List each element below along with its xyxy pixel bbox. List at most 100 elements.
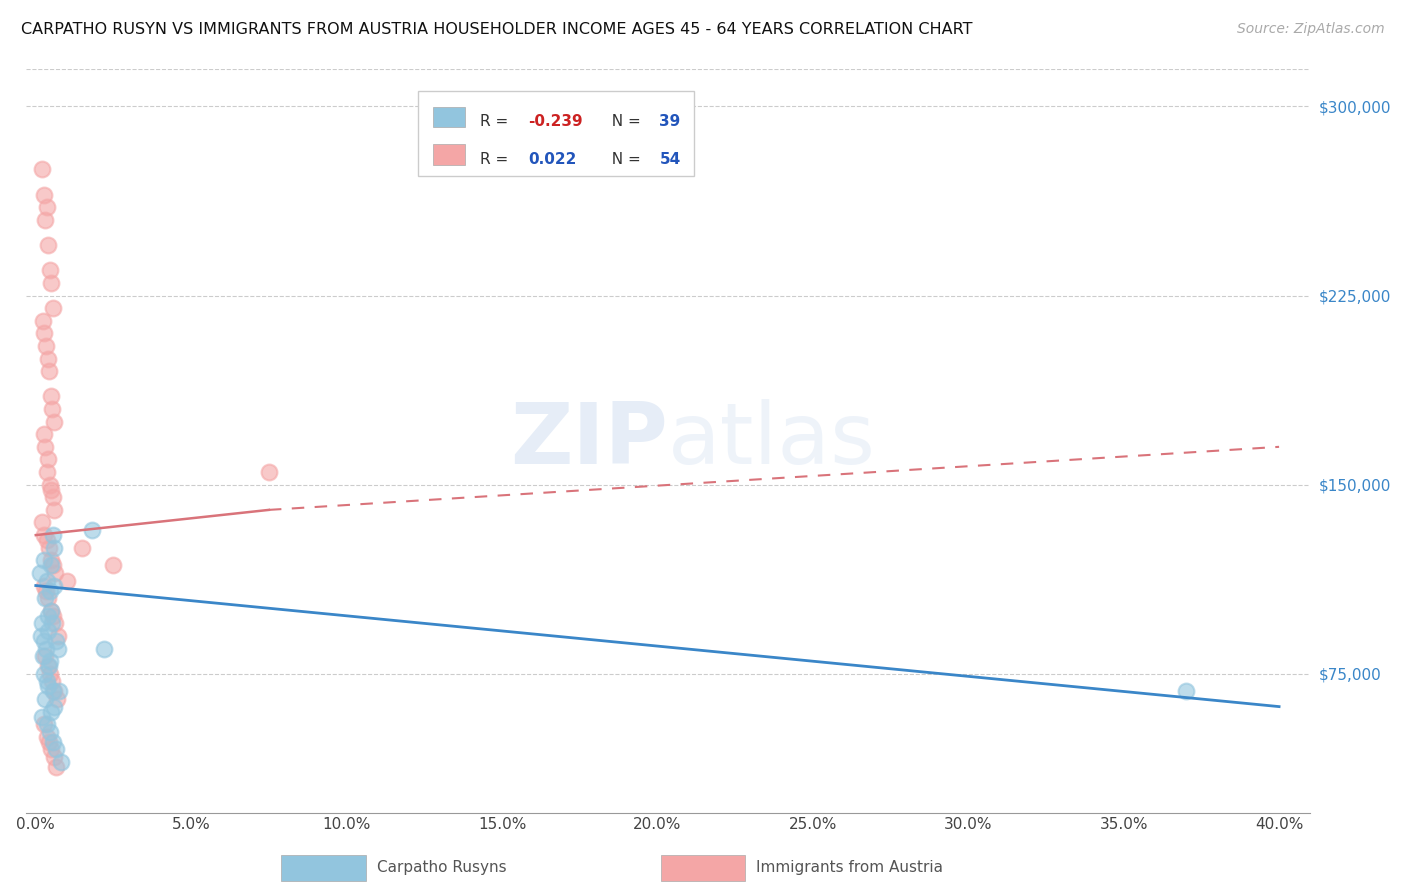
- Point: [37, 351, 59, 366]
- Point: [41, 276, 63, 290]
- Point: [37, 238, 59, 252]
- Text: Immigrants from Austria: Immigrants from Austria: [756, 860, 943, 874]
- Point: [32, 578, 55, 592]
- Text: Carpatho Rusyns: Carpatho Rusyns: [377, 860, 506, 874]
- Point: [46, 641, 69, 656]
- Point: [72, 541, 94, 555]
- Point: [38, 654, 60, 668]
- Point: [41, 674, 63, 689]
- Point: [42, 750, 65, 764]
- Point: [41, 558, 63, 573]
- Point: [34, 440, 56, 454]
- Point: [257, 465, 280, 479]
- Text: N =: N =: [602, 152, 645, 167]
- Point: [30, 629, 52, 643]
- Point: [42, 490, 65, 504]
- Point: [31, 314, 53, 328]
- Text: -0.239: -0.239: [529, 114, 583, 129]
- FancyBboxPatch shape: [418, 91, 695, 177]
- Text: R =: R =: [479, 114, 513, 129]
- Point: [35, 465, 58, 479]
- Point: [37, 680, 59, 694]
- Point: [37, 624, 59, 638]
- Text: R =: R =: [479, 152, 517, 167]
- Point: [42, 301, 65, 315]
- Point: [39, 389, 62, 403]
- Text: CARPATHO RUSYN VS IMMIGRANTS FROM AUSTRIA HOUSEHOLDER INCOME AGES 45 - 64 YEARS : CARPATHO RUSYN VS IMMIGRANTS FROM AUSTRI…: [21, 22, 973, 37]
- Point: [35, 339, 58, 353]
- Point: [34, 649, 56, 664]
- FancyBboxPatch shape: [433, 145, 465, 165]
- Point: [38, 659, 60, 673]
- Point: [35, 200, 58, 214]
- Point: [44, 699, 66, 714]
- Point: [30, 566, 52, 580]
- Point: [42, 684, 65, 698]
- Point: [45, 742, 67, 756]
- Point: [41, 742, 63, 756]
- Point: [39, 604, 62, 618]
- Point: [38, 477, 60, 491]
- Point: [48, 684, 70, 698]
- Point: [38, 541, 60, 555]
- Point: [44, 616, 66, 631]
- Point: [31, 616, 53, 631]
- Point: [45, 634, 67, 648]
- Point: [56, 574, 79, 588]
- Point: [31, 649, 53, 664]
- Point: [37, 591, 59, 606]
- Point: [37, 659, 59, 673]
- FancyBboxPatch shape: [433, 107, 465, 127]
- Point: [42, 558, 65, 573]
- Point: [34, 591, 56, 606]
- Point: [32, 553, 55, 567]
- Text: atlas: atlas: [668, 399, 876, 482]
- Point: [49, 755, 72, 769]
- Point: [38, 724, 60, 739]
- Point: [35, 574, 58, 588]
- Text: N =: N =: [602, 114, 645, 129]
- Point: [42, 578, 65, 592]
- Point: [35, 533, 58, 548]
- Text: 39: 39: [659, 114, 681, 129]
- Point: [34, 634, 56, 648]
- Point: [42, 528, 65, 542]
- Point: [35, 674, 58, 689]
- Point: [46, 629, 69, 643]
- Point: [31, 516, 53, 530]
- Point: [42, 735, 65, 749]
- Point: [35, 583, 58, 598]
- Point: [45, 692, 67, 706]
- Point: [80, 523, 103, 537]
- Text: ZIP: ZIP: [510, 399, 668, 482]
- Point: [38, 583, 60, 598]
- Point: [32, 666, 55, 681]
- Point: [35, 641, 58, 656]
- Text: Source: ZipAtlas.com: Source: ZipAtlas.com: [1237, 22, 1385, 37]
- Point: [41, 616, 63, 631]
- Point: [32, 187, 55, 202]
- Point: [41, 483, 63, 497]
- Point: [32, 717, 55, 731]
- Point: [34, 212, 56, 227]
- Point: [39, 553, 62, 567]
- Point: [93, 641, 115, 656]
- Point: [44, 684, 66, 698]
- Text: 54: 54: [659, 152, 681, 167]
- Point: [31, 709, 53, 723]
- Point: [37, 608, 59, 623]
- Text: 0.022: 0.022: [529, 152, 576, 167]
- Point: [31, 162, 53, 177]
- Point: [34, 528, 56, 542]
- Point: [37, 452, 59, 467]
- Point: [44, 503, 66, 517]
- Point: [42, 608, 65, 623]
- Point: [103, 558, 125, 573]
- Point: [34, 326, 56, 341]
- Point: [32, 427, 55, 442]
- Point: [38, 263, 60, 277]
- Point: [39, 604, 62, 618]
- Point: [38, 666, 60, 681]
- Point: [45, 760, 67, 774]
- Point: [35, 717, 58, 731]
